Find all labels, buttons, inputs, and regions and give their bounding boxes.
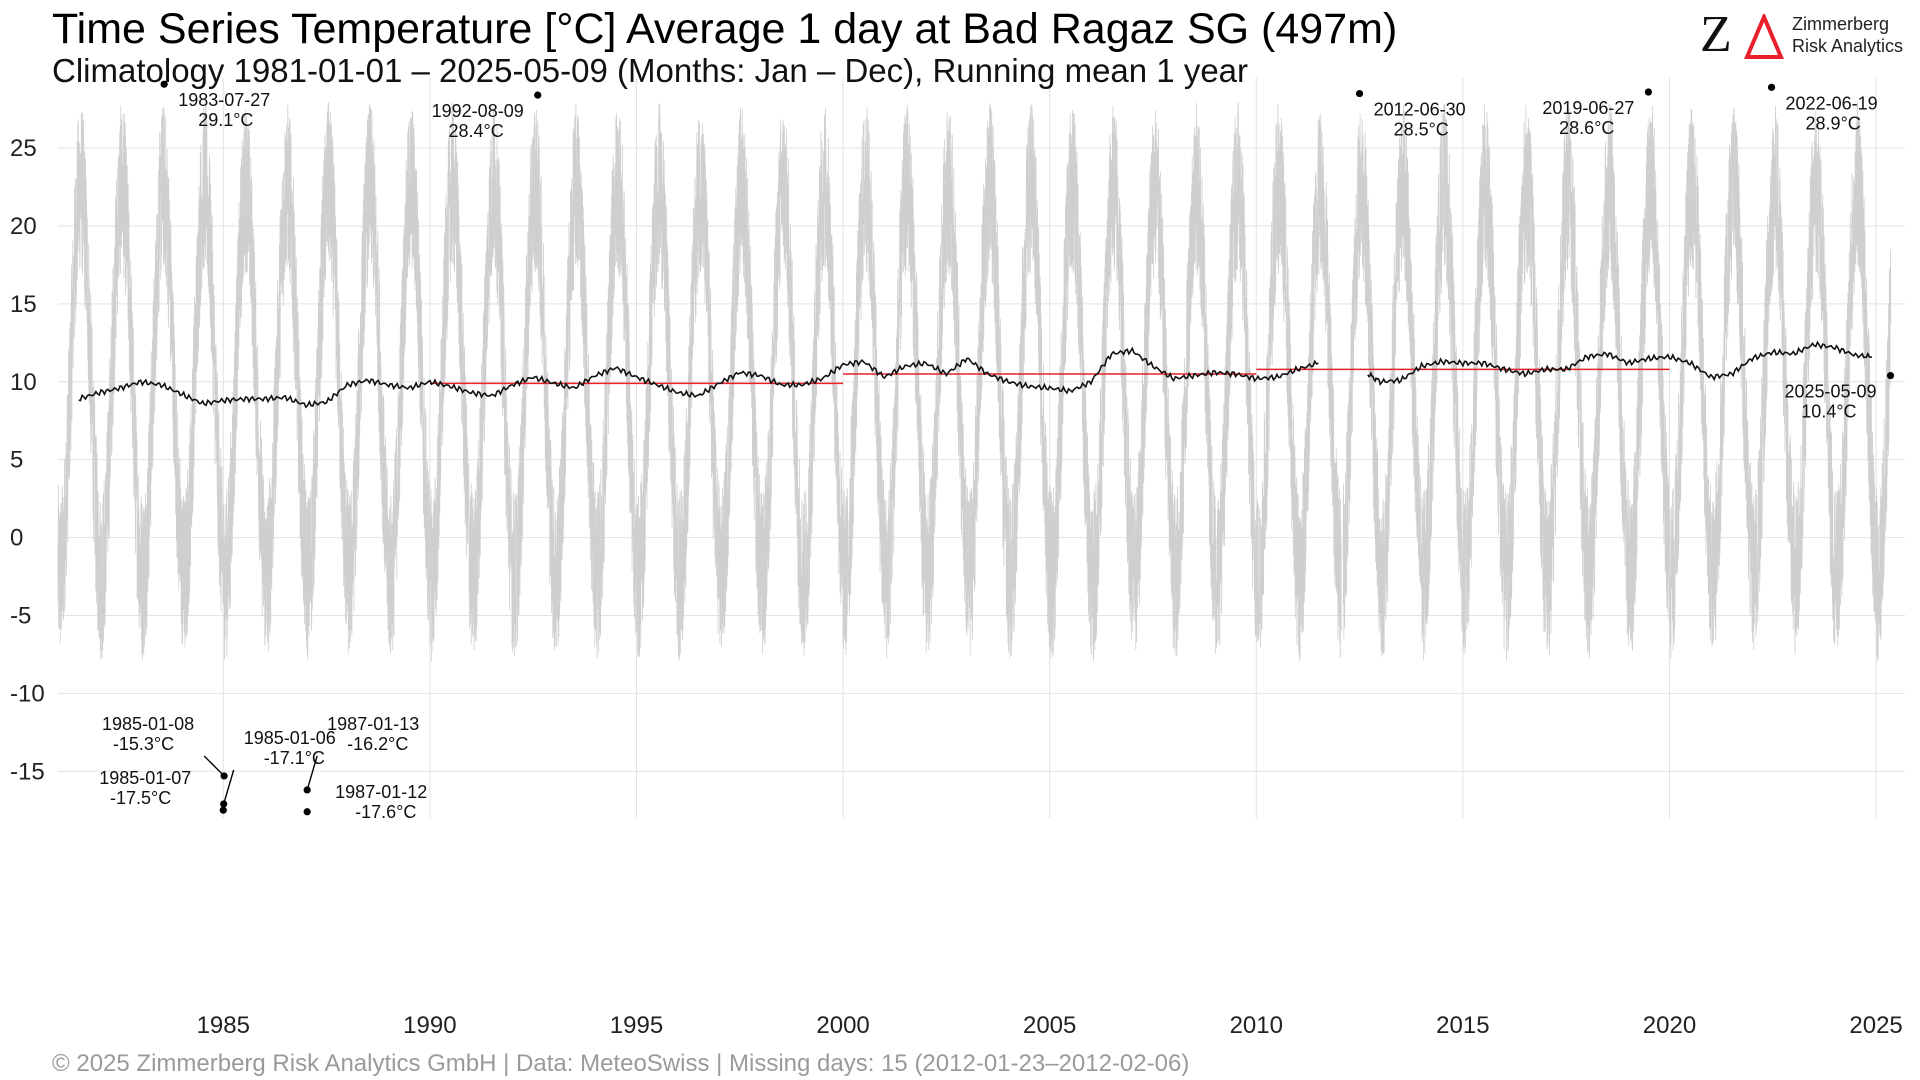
extreme-point-marker <box>534 91 542 99</box>
annotation-leader-line <box>223 769 235 805</box>
annotation-date: 1983-07-27 <box>178 90 270 110</box>
daily-temperature-line <box>57 101 1892 662</box>
annotation-leader-line <box>306 755 318 791</box>
x-tick-label: 1995 <box>610 1012 663 1039</box>
annotation-date: 1987-01-12 <box>335 782 427 802</box>
extreme-point-marker <box>1355 89 1364 98</box>
x-tick-label: 1990 <box>403 1012 456 1039</box>
x-tick-label: 2020 <box>1643 1012 1696 1039</box>
logo-triangle-icon <box>1744 14 1784 59</box>
annotation-leader-line <box>203 755 225 777</box>
annotation-date: 1985-01-07 <box>99 768 191 788</box>
footer-credit: © 2025 Zimmerberg Risk Analytics GmbH | … <box>52 1050 1190 1077</box>
extreme-point-marker <box>160 80 168 88</box>
logo-line2: Risk Analytics <box>1792 36 1904 56</box>
annotation-value: 28.4°C <box>448 121 503 141</box>
y-tick-label: -5 <box>10 602 31 629</box>
annotation-value: 28.9°C <box>1806 113 1861 133</box>
y-tick-label: 20 <box>10 213 37 240</box>
annotation-value: 28.6°C <box>1559 118 1614 138</box>
chart-title: Time Series Temperature [°C] Average 1 d… <box>52 5 1398 53</box>
annotation-date: 1992-08-09 <box>432 101 524 121</box>
annotation-date: 1985-01-08 <box>102 714 194 734</box>
logo-line1: Zimmerberg <box>1792 14 1890 34</box>
y-tick-label: -10 <box>10 680 45 707</box>
annotation-date: 2022-06-19 <box>1786 93 1878 113</box>
y-tick-label: 25 <box>10 135 37 162</box>
annotation-date: 2019-06-27 <box>1542 98 1634 118</box>
annotation-value: 10.4°C <box>1801 402 1856 422</box>
y-tick-label: 5 <box>10 447 23 474</box>
extreme-point-marker <box>1644 88 1653 96</box>
annotation-date: 1987-01-13 <box>327 714 419 734</box>
running-mean-line <box>78 346 1319 409</box>
x-tick-label: 2025 <box>1849 1012 1902 1039</box>
y-tick-label: 10 <box>10 369 37 396</box>
chart-subtitle: Climatology 1981-01-01 – 2025-05-09 (Mon… <box>52 52 1249 89</box>
annotation-value: -15.3°C <box>113 734 174 754</box>
daily-series <box>57 101 1892 662</box>
annotation-value: -17.1°C <box>264 748 325 768</box>
annotation-date: 1985-01-06 <box>244 728 336 748</box>
x-tick-label: 2005 <box>1023 1012 1076 1039</box>
annotation-value: -17.6°C <box>355 802 416 822</box>
y-tick-label: -15 <box>10 758 45 785</box>
annotation-date: 2025-05-09 <box>1784 382 1876 402</box>
logo-mark: Z <box>1700 6 1732 63</box>
extreme-point-marker <box>1767 83 1776 91</box>
x-tick-label: 2000 <box>816 1012 869 1039</box>
x-tick-label: 2015 <box>1436 1012 1489 1039</box>
annotation-value: -16.2°C <box>347 734 408 754</box>
x-tick-label: 1985 <box>197 1012 250 1039</box>
annotation-value: -17.5°C <box>110 788 171 808</box>
y-tick-label: 0 <box>10 525 23 552</box>
extreme-point-marker <box>303 808 311 816</box>
annotation-value: 29.1°C <box>198 110 253 130</box>
extreme-point-marker <box>1886 371 1895 380</box>
running-mean-line <box>1367 340 1873 387</box>
decade-means <box>429 368 1670 385</box>
company-logo: Z Zimmerberg Risk Analytics <box>1700 8 1910 62</box>
extreme-point-marker <box>219 806 227 814</box>
y-tick-label: 15 <box>10 291 37 318</box>
x-tick-label: 2010 <box>1230 1012 1283 1039</box>
annotation-value: 28.5°C <box>1394 120 1449 140</box>
extreme-point-marker <box>220 800 228 808</box>
running-mean-series <box>78 340 1873 409</box>
annotation-date: 2012-06-30 <box>1374 100 1466 120</box>
